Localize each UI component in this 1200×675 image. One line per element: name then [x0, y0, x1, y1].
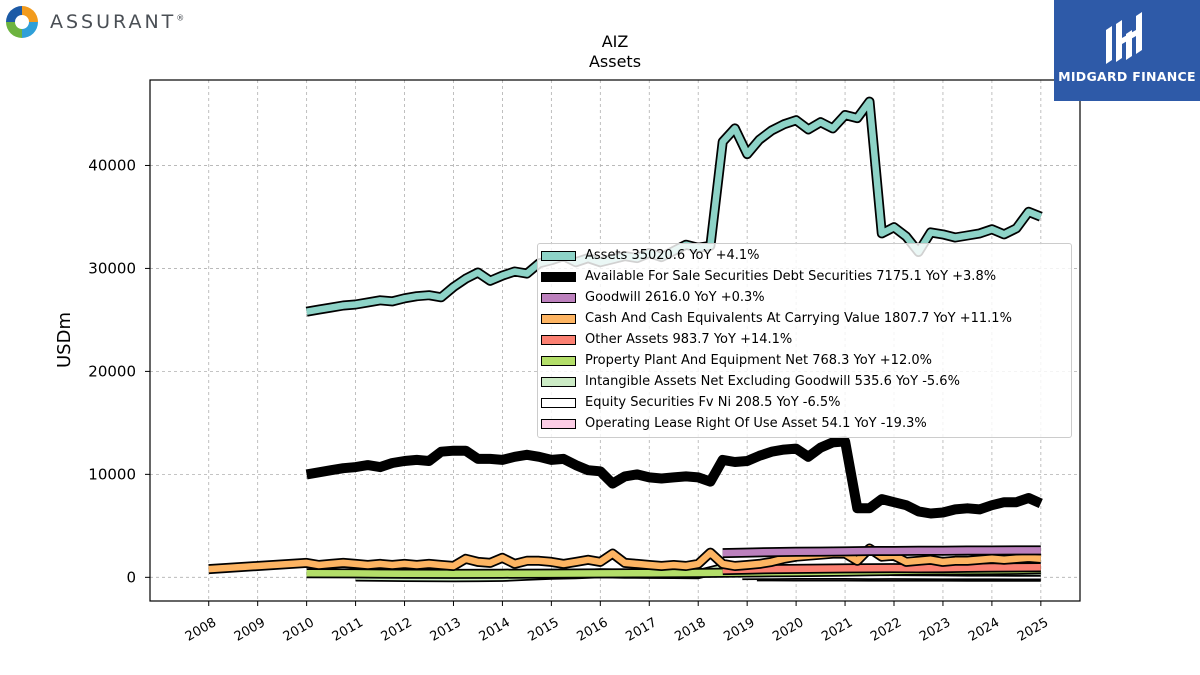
x-tick-label: 2018: [672, 615, 708, 645]
legend-label: Goodwill 2616.0 YoY +0.3%: [585, 290, 765, 305]
legend-label: Other Assets 983.7 YoY +14.1%: [585, 332, 793, 347]
legend-item: Intangible Assets Net Excluding Goodwill…: [538, 372, 1073, 393]
series-other-assets: [722, 562, 1041, 576]
legend-swatch: [541, 251, 576, 261]
x-tick-label: 2024: [966, 615, 1002, 645]
series-line: [305, 436, 1043, 519]
y-axis-label: USDm: [54, 312, 75, 368]
x-tick-label: 2017: [623, 615, 659, 645]
legend: Assets 35020.6 YoY +4.1% Available For Sa…: [537, 243, 1072, 438]
legend-item: Operating Lease Right Of Use Asset 54.1 …: [538, 414, 1073, 435]
x-tick-label: 2015: [526, 615, 562, 645]
legend-swatch: [541, 272, 576, 282]
legend-item: Goodwill 2616.0 YoY +0.3%: [538, 288, 1073, 309]
x-tick-label: 2009: [232, 615, 268, 645]
x-tick-label: 2012: [379, 615, 415, 645]
x-tick-label: 2020: [770, 615, 806, 645]
legend-swatch: [541, 398, 576, 408]
assurant-logo-icon: [6, 6, 38, 38]
legend-swatch: [541, 293, 576, 303]
legend-swatch: [541, 419, 576, 429]
series-cash-and-cash-equivalents-at-carrying-value: [208, 543, 1042, 575]
chart-title: AIZ: [602, 32, 629, 51]
plot-frame: [149, 79, 1081, 602]
legend-label: Equity Securities Fv Ni 208.5 YoY -6.5%: [585, 395, 841, 410]
y-tick-label: 20000: [88, 362, 136, 380]
legend-item: Assets 35020.6 YoY +4.1%: [538, 246, 1073, 267]
legend-label: Available For Sale Securities Debt Secur…: [585, 269, 997, 284]
legend-swatch: [541, 356, 576, 366]
series-line: [208, 545, 1042, 573]
series-available-for-sale-securities-debt-securities: [305, 436, 1043, 519]
legend-swatch: [541, 335, 576, 345]
series-line: [722, 563, 1041, 574]
legend-label: Cash And Cash Equivalents At Carrying Va…: [585, 311, 1012, 326]
company-name: ASSURANT®: [50, 11, 185, 33]
y-tick-label: 0: [126, 568, 136, 586]
y-tick-label: 40000: [88, 156, 136, 174]
legend-label: Assets 35020.6 YoY +4.1%: [585, 248, 760, 263]
legend-swatch: [541, 314, 576, 324]
legend-label: Operating Lease Right Of Use Asset 54.1 …: [585, 416, 927, 431]
x-tick-label: 2023: [917, 615, 953, 645]
legend-label: Property Plant And Equipment Net 768.3 Y…: [585, 353, 932, 368]
legend-swatch: [541, 377, 576, 387]
legend-item: Available For Sale Securities Debt Secur…: [538, 267, 1073, 288]
legend-item: Property Plant And Equipment Net 768.3 Y…: [538, 351, 1073, 372]
x-tick-label: 2021: [819, 615, 855, 645]
x-tick-label: 2025: [1015, 615, 1051, 645]
x-tick-label: 2013: [428, 615, 464, 645]
x-tick-label: 2008: [183, 615, 219, 645]
series-line: [722, 547, 1041, 557]
x-tick-label: 2022: [868, 615, 904, 645]
x-tick-label: 2019: [721, 615, 757, 645]
x-tick-label: 2014: [477, 615, 513, 645]
y-tick-label: 30000: [88, 259, 136, 277]
x-tick-label: 2011: [330, 615, 366, 645]
legend-label: Intangible Assets Net Excluding Goodwill…: [585, 374, 960, 389]
legend-item: Equity Securities Fv Ni 208.5 YoY -6.5%: [538, 393, 1073, 414]
legend-item: Other Assets 983.7 YoY +14.1%: [538, 330, 1073, 351]
chart-subtitle: Assets: [589, 52, 641, 71]
publisher-name: MIDGARD FINANCE: [1058, 69, 1196, 84]
series-goodwill: [722, 545, 1041, 559]
legend-item: Cash And Cash Equivalents At Carrying Va…: [538, 309, 1073, 330]
publisher-logo: MIDGARD FINANCE: [1054, 0, 1200, 101]
company-logo: ASSURANT®: [0, 0, 200, 44]
x-tick-label: 2016: [574, 615, 610, 645]
y-tick-label: 10000: [88, 465, 136, 483]
midgard-logo-icon: [1106, 12, 1142, 64]
x-tick-label: 2010: [281, 615, 317, 645]
